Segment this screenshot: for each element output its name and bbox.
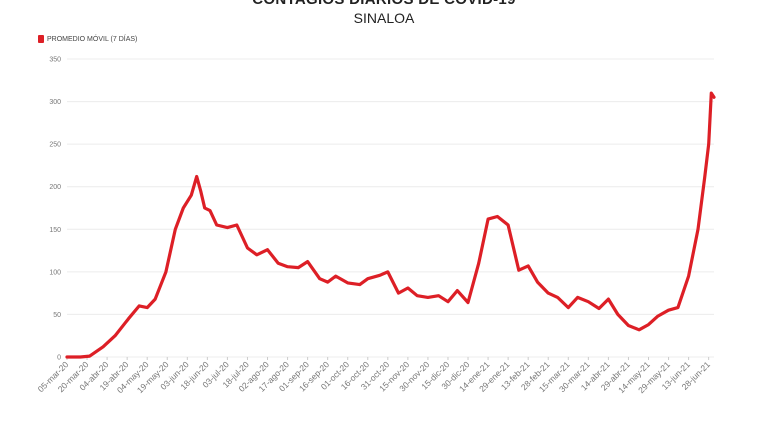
y-tick-label: 200 [49, 184, 61, 191]
gridlines [67, 58, 714, 358]
y-tick-label: 0 [57, 355, 61, 362]
y-axis: 0 50 100 150 200 250 300 350 [49, 57, 61, 362]
x-axis: 05-mar-2020-mar-2004-abr-2019-abr-2004-m… [36, 357, 712, 395]
legend[interactable]: PROMEDIO MÓVIL (7 DÍAS) [38, 35, 137, 43]
y-tick-label: 150 [49, 227, 61, 234]
series-line[interactable] [65, 91, 716, 359]
legend-swatch [38, 35, 44, 43]
legend-label: PROMEDIO MÓVIL (7 DÍAS) [47, 35, 138, 43]
y-tick-label: 250 [49, 142, 61, 149]
series-layer [65, 91, 716, 359]
chart-title: CONTAGIOS DIARIOS DE COVID-19 [0, 0, 768, 8]
chart-subtitle: SINALOA [353, 10, 415, 26]
y-tick-label: 50 [53, 312, 61, 319]
y-tick-label: 300 [49, 99, 61, 106]
y-tick-label: 350 [49, 57, 61, 64]
y-tick-label: 100 [49, 269, 61, 276]
